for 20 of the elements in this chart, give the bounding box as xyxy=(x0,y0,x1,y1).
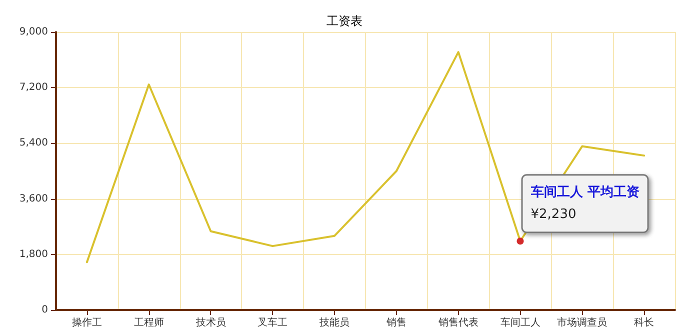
x-tick-label: 操作工 xyxy=(72,316,102,328)
x-tick-label: 技术员 xyxy=(194,316,226,328)
x-tick-label: 技能员 xyxy=(318,316,350,328)
data-label: ¥2,230 xyxy=(530,207,576,222)
x-tick-label: 工程师 xyxy=(134,318,164,328)
x-tick-label: 叉车工 xyxy=(258,316,288,328)
x-tick-label: 科长 xyxy=(634,316,654,328)
y-tick-label: 3,600 xyxy=(19,193,48,204)
x-tick-label: 车间工人 xyxy=(500,316,540,328)
y-tick-label: 1,800 xyxy=(19,248,48,260)
x-tick-label: 市场调查员 xyxy=(557,316,608,328)
x-tick-label: 销售代表 xyxy=(437,316,478,328)
y-tick-label: 0 xyxy=(42,304,48,316)
line-series xyxy=(86,51,646,264)
x-tick-label: 销售 xyxy=(385,316,406,328)
y-tick-label: 9,000 xyxy=(19,26,48,38)
category-label: 车间工人 平均工资 xyxy=(530,185,640,200)
y-tick-label: 5,400 xyxy=(19,138,48,149)
chart-title: 工资表 xyxy=(326,14,362,28)
y-tick-label: 7,200 xyxy=(19,82,48,94)
